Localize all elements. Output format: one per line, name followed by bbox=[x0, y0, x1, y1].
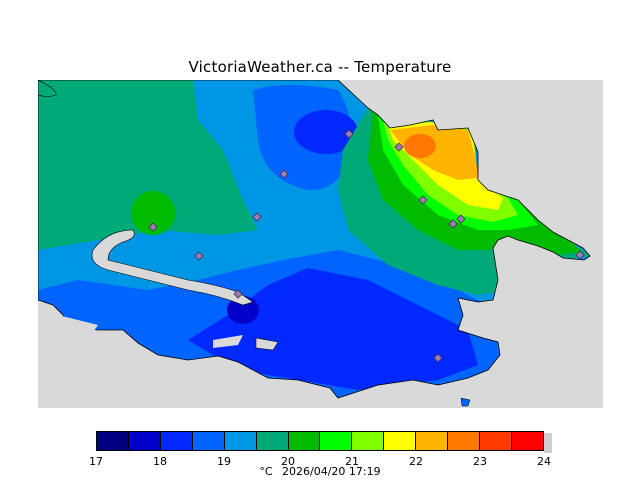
temperature-map bbox=[38, 80, 603, 408]
temperature-legend: 17 18 19 20 21 22 23 24 bbox=[89, 431, 552, 468]
station-marker bbox=[456, 214, 466, 224]
timestamp-label: 2026/04/20 17:19 bbox=[282, 465, 381, 478]
legend-tick-label: 21 bbox=[345, 455, 359, 468]
station-marker bbox=[233, 289, 243, 299]
legend-swatch bbox=[192, 432, 225, 450]
legend-tick-label: 24 bbox=[537, 455, 551, 468]
legend-swatch bbox=[511, 432, 543, 450]
map-title: VictoriaWeather.ca -- Temperature bbox=[188, 58, 452, 76]
weather-station-markers[interactable] bbox=[148, 129, 585, 363]
unit-label: °C bbox=[259, 465, 273, 478]
legend-swatch bbox=[416, 432, 449, 450]
map-footer: °C 2026/04/20 17:19 bbox=[0, 465, 640, 478]
station-marker bbox=[394, 142, 404, 152]
legend-swatch bbox=[224, 432, 257, 450]
legend-swatch bbox=[352, 432, 385, 450]
station-marker bbox=[575, 250, 585, 260]
legend-tick-label: 18 bbox=[153, 455, 167, 468]
station-marker bbox=[433, 353, 443, 363]
legend-swatch bbox=[384, 432, 417, 450]
station-marker bbox=[448, 219, 458, 229]
legend-tick-label: 20 bbox=[281, 455, 295, 468]
legend-swatch bbox=[160, 432, 193, 450]
station-marker bbox=[194, 251, 204, 261]
legend-swatch bbox=[448, 432, 481, 450]
station-marker bbox=[344, 129, 354, 139]
legend-tick-label: 22 bbox=[409, 455, 423, 468]
legend-swatch bbox=[256, 432, 289, 450]
legend-tick-label: 19 bbox=[217, 455, 231, 468]
station-marker bbox=[418, 195, 428, 205]
legend-shadow bbox=[544, 433, 552, 453]
legend-swatch bbox=[128, 432, 161, 450]
legend-tick-label: 23 bbox=[473, 455, 487, 468]
legend-swatch bbox=[320, 432, 353, 450]
legend-swatch bbox=[288, 432, 321, 450]
legend-color-bar bbox=[96, 431, 544, 451]
station-marker bbox=[252, 212, 262, 222]
legend-swatch bbox=[480, 432, 512, 450]
station-marker bbox=[148, 222, 158, 232]
legend-swatch bbox=[97, 432, 129, 450]
legend-tick-label: 17 bbox=[89, 455, 103, 468]
station-marker bbox=[279, 169, 289, 179]
